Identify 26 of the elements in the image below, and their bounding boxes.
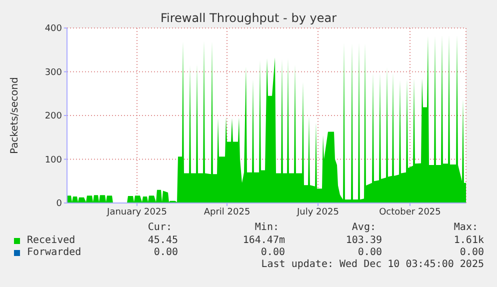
- chart-title: Firewall Throughput - by year: [159, 11, 338, 25]
- text: 164.47m: [242, 235, 285, 246]
- text: Max:: [454, 222, 478, 233]
- y-tick-label: 200: [44, 112, 62, 122]
- x-tick-label: April 2025: [204, 207, 250, 218]
- y-tick-label: 300: [44, 68, 62, 78]
- text: Min:: [254, 222, 279, 233]
- text: 45.45: [148, 235, 178, 246]
- text: 103.39: [346, 235, 382, 246]
- x-tick-label: January 2025: [106, 207, 167, 218]
- y-axis-title: Packets/second: [10, 77, 21, 154]
- y-tick-label: 100: [44, 155, 62, 166]
- y-tick-label: 400: [44, 24, 62, 34]
- text: 0.00: [460, 247, 484, 258]
- text: Avg:: [352, 222, 376, 233]
- text: Cur:: [148, 222, 172, 233]
- legend-label: Received: [27, 235, 76, 246]
- x-tick-label: October 2025: [379, 207, 441, 218]
- text: Last update: Wed Dec 10 03:45:00 2025: [261, 259, 484, 270]
- text: 0.00: [358, 247, 382, 258]
- legend-label: Forwarded: [27, 247, 82, 258]
- x-tick-label: July 2025: [296, 207, 339, 218]
- text: 0.00: [154, 247, 178, 258]
- text: 1.61k: [454, 235, 484, 246]
- y-tick-label: 0: [56, 199, 62, 210]
- text: 0.00: [260, 247, 285, 258]
